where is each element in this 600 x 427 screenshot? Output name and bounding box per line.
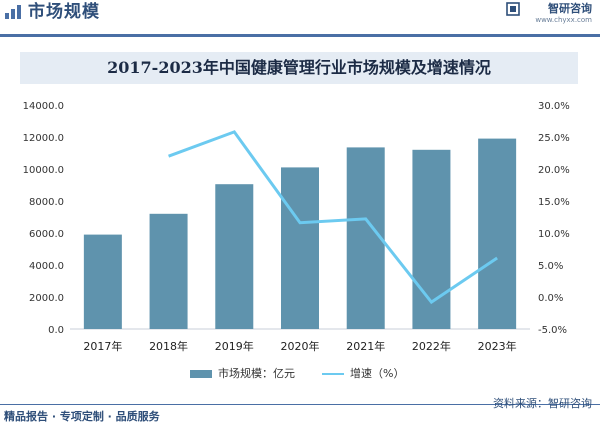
- y-left-tick-label: 14000.0: [23, 101, 64, 112]
- page-title: 市场规模: [28, 2, 100, 22]
- header-divider: [0, 34, 600, 37]
- chart-legend: 市场规模：亿元 增速（%）: [0, 366, 600, 382]
- legend-line-label: 增速（%）: [350, 367, 405, 380]
- footer-tagline: 精品报告 · 专项定制 · 品质服务: [4, 410, 160, 423]
- y-right-tick-label: 30.0%: [538, 101, 570, 112]
- x-tick-label: 2017年: [83, 339, 122, 353]
- footer-divider: [0, 404, 600, 405]
- chart-title: 2017-2023年中国健康管理行业市场规模及增速情况: [107, 58, 491, 77]
- y-right-tick-label: -5.0%: [538, 325, 567, 336]
- y-left-tick-label: 2000.0: [29, 293, 64, 304]
- y-left-tick-label: 6000.0: [29, 229, 64, 240]
- bar-7: [478, 138, 517, 329]
- bar-chart-icon: [5, 5, 21, 19]
- brand-url: www.chyxx.com: [535, 16, 592, 24]
- growth-line: [168, 130, 498, 305]
- footer-source: 资料来源：智研咨询: [493, 397, 592, 410]
- chart-title-band: 2017-2023年中国健康管理行业市场规模及增速情况: [20, 52, 578, 84]
- legend-line-swatch: [322, 373, 344, 375]
- header-bar: 市场规模 智研咨询 www.chyxx.com: [0, 0, 600, 24]
- y-left-tick-label: 12000.0: [23, 133, 64, 144]
- bar-5: [346, 147, 385, 329]
- x-tick-label: 2022年: [412, 339, 451, 353]
- y-left-tick-label: 10000.0: [23, 165, 64, 176]
- x-tick-label: 2019年: [215, 339, 254, 353]
- brand-name: 智研咨询: [548, 2, 592, 15]
- x-tick-label: 2018年: [149, 339, 188, 353]
- x-tick-label: 2020年: [281, 339, 320, 353]
- bar-2: [149, 213, 188, 329]
- legend-bar-swatch: [190, 370, 212, 378]
- x-tick-label: 2023年: [478, 339, 517, 353]
- brand: 智研咨询 www.chyxx.com: [535, 2, 592, 25]
- bar-4: [281, 167, 319, 329]
- legend-bar-label: 市场规模：亿元: [218, 367, 295, 380]
- y-left-tick-label: 4000.0: [29, 261, 64, 272]
- bar-6: [412, 149, 451, 329]
- y-right-tick-label: 25.0%: [538, 133, 570, 144]
- y-right-tick-label: 15.0%: [538, 197, 570, 208]
- brand-logo-icon: [506, 2, 520, 16]
- x-tick-label: 2021年: [346, 339, 385, 353]
- y-right-tick-label: 0.0%: [538, 293, 563, 304]
- bar-1: [83, 234, 122, 329]
- bar-3: [215, 184, 254, 329]
- y-left-tick-label: 8000.0: [29, 197, 64, 208]
- y-right-tick-label: 5.0%: [538, 261, 563, 272]
- y-right-tick-label: 20.0%: [538, 165, 570, 176]
- y-left-tick-label: 0.0: [48, 325, 64, 336]
- y-right-tick-label: 10.0%: [538, 229, 570, 240]
